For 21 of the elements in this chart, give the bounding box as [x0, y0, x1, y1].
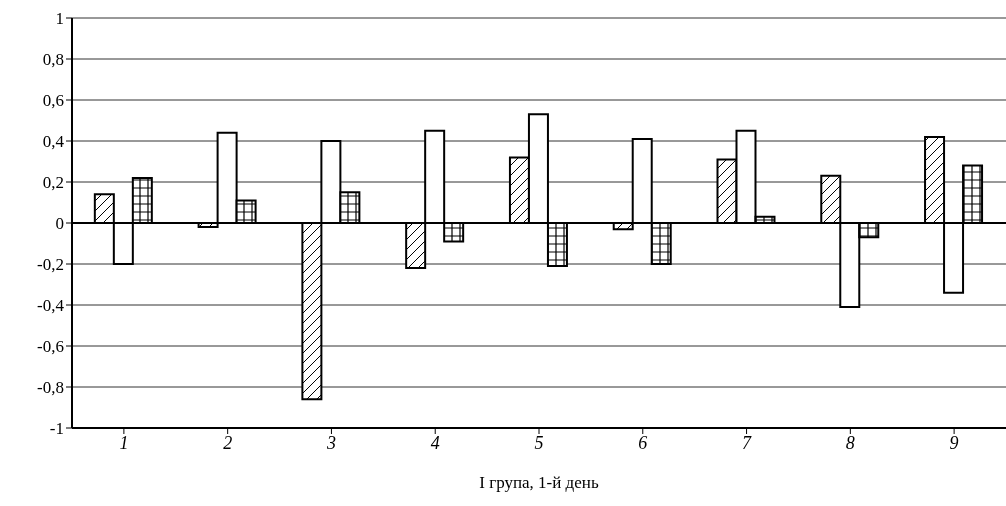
y-tick-label: -0,2	[37, 255, 64, 275]
y-tick-label: -0,8	[37, 378, 64, 398]
x-tick-label: 8	[845, 432, 855, 453]
y-tick-label: 0,4	[42, 132, 65, 152]
x-tick-label: 2	[223, 432, 233, 453]
y-tick-label: 0,2	[42, 173, 64, 193]
y-tick-label: 0	[55, 214, 64, 234]
y-tick-label: -0,6	[37, 337, 64, 357]
x-tick-label: 6	[638, 432, 648, 453]
y-tick-label: 0,6	[42, 91, 64, 111]
x-tick-label: 9	[949, 432, 959, 453]
x-tick-label: 4	[430, 432, 440, 453]
x-tick-label: 7	[742, 432, 753, 453]
x-tick-label: 5	[534, 432, 544, 453]
x-axis-title: I група, 1-й день	[479, 473, 599, 492]
y-tick-label: -0,4	[37, 296, 65, 316]
x-tick-label: 1	[119, 432, 129, 453]
x-tick-label: 3	[325, 432, 336, 453]
y-tick-label: 1	[55, 9, 64, 29]
y-tick-label: 0,8	[42, 50, 64, 70]
y-tick-label: -1	[49, 419, 64, 439]
